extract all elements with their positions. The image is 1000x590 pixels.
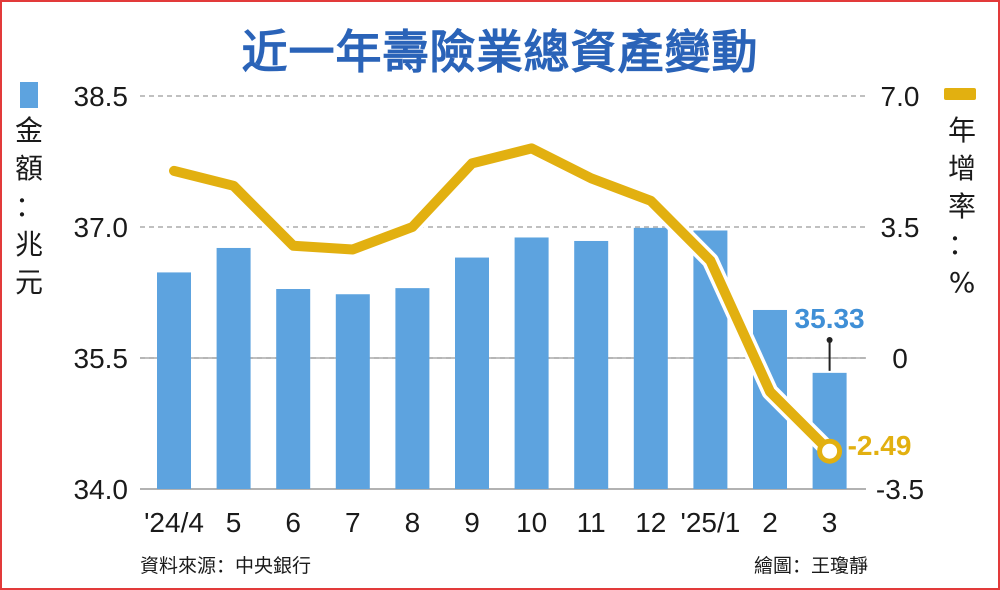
right-tick-label: 0	[892, 343, 908, 374]
left-tick-label: 37.0	[74, 212, 129, 243]
left-tick-label: 35.5	[74, 343, 129, 374]
x-tick-label: 8	[405, 507, 421, 538]
bar	[216, 247, 251, 489]
bar	[276, 289, 311, 489]
line-end-marker	[817, 438, 843, 464]
series-line	[169, 143, 835, 457]
x-tick-label: 6	[285, 507, 301, 538]
x-tick-label: '24/4	[144, 507, 204, 538]
bar	[335, 294, 370, 489]
bar-value-label: 35.33	[795, 303, 865, 334]
left-axis-label: 金額：兆元	[15, 114, 43, 299]
bar-annotation-dot	[826, 337, 833, 343]
right-tick-label: 7.0	[881, 81, 920, 112]
x-tick-label: 12	[635, 507, 666, 538]
bar	[395, 288, 430, 489]
left-tick-label: 34.0	[74, 474, 129, 505]
bar	[455, 257, 489, 489]
bar	[514, 237, 549, 489]
bar	[633, 227, 668, 489]
line-value-label: -2.49	[848, 430, 912, 461]
right-tick-label: -3.5	[876, 474, 924, 505]
x-tick-label: 3	[822, 507, 838, 538]
chart-title: 近一年壽險業總資產變動	[242, 25, 759, 79]
x-tick-label: 10	[516, 507, 547, 538]
bar	[157, 272, 191, 489]
x-tick-label: 7	[345, 507, 361, 538]
x-tick-label: '25/1	[680, 507, 740, 538]
bar	[574, 240, 609, 489]
x-tick-label: 9	[464, 507, 480, 538]
source-note: 資料來源：中央銀行	[140, 555, 311, 577]
credit-note: 繪圖：王瓊靜	[754, 555, 868, 577]
right-axis-label: 年增率：%	[948, 114, 976, 299]
right-tick-label: 3.5	[881, 212, 920, 243]
x-tick-label: 2	[762, 507, 778, 538]
x-tick-label: 11	[577, 507, 606, 538]
legend-bar-swatch	[20, 82, 38, 108]
legend-line-swatch	[944, 88, 976, 100]
left-tick-label: 38.5	[74, 81, 129, 112]
x-tick-label: 5	[226, 507, 242, 538]
